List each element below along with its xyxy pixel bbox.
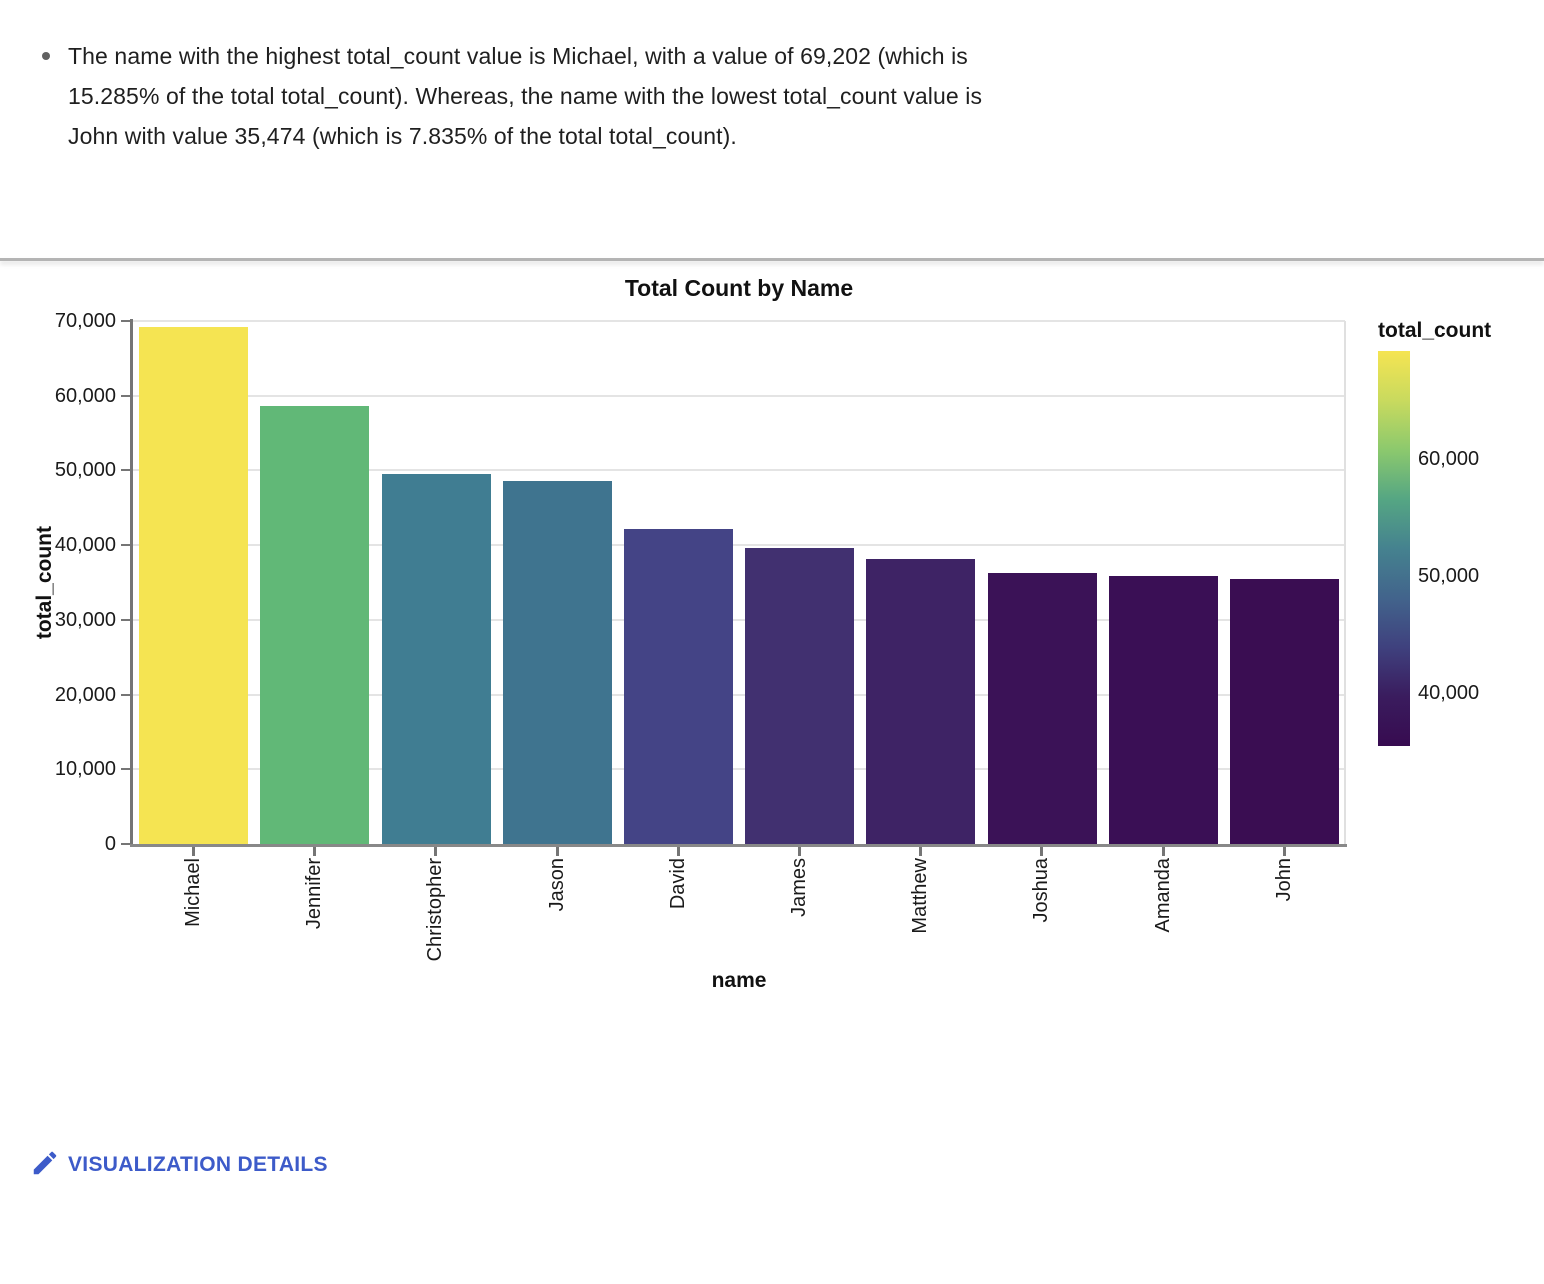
bullet-icon	[42, 52, 50, 60]
legend-tick-label: 60,000	[1418, 447, 1480, 470]
x-tick-mark	[919, 847, 923, 856]
y-tick-mark	[121, 618, 131, 621]
x-tick-mark	[555, 847, 559, 856]
y-tick-label: 10,000	[54, 758, 116, 781]
bar-jason[interactable]	[502, 480, 612, 844]
x-axis-label-cell: James	[739, 847, 860, 917]
x-axis-label-cell: Michael	[133, 847, 254, 927]
bar-david[interactable]	[623, 529, 733, 844]
y-tick-label: 50,000	[54, 459, 116, 482]
gridline	[133, 394, 1345, 397]
x-tick-mark	[192, 847, 195, 856]
chart-title: Total Count by Name	[624, 275, 854, 301]
x-tick-label: James	[788, 858, 810, 917]
x-axis-title: name	[711, 969, 767, 992]
bar-jennifer[interactable]	[260, 406, 370, 844]
x-axis-label-cell: Jennifer	[254, 847, 375, 929]
bar-matthew[interactable]	[866, 558, 976, 844]
x-tick-mark	[434, 847, 438, 856]
insight-text: The name with the highest total_count va…	[68, 43, 983, 149]
x-axis-line	[130, 844, 1347, 847]
gridline	[133, 618, 1345, 621]
y-axis: 0 10,000 20,000 30,000 40,000 50,000 60,000 70,…	[0, 310, 133, 855]
x-tick-label: Jason	[545, 858, 568, 912]
y-tick-mark	[121, 320, 131, 322]
x-axis-label-cell: John	[1224, 847, 1345, 901]
x-tick-mark	[1161, 847, 1165, 856]
pencil-edit-icon-svg	[33, 1151, 57, 1174]
x-tick-label: Amanda	[1151, 858, 1174, 933]
legend-title: total_count	[1378, 319, 1492, 342]
y-tick-label: 20,000	[54, 683, 116, 706]
x-tick-label: Jennifer	[303, 858, 326, 930]
y-tick-label: 60,000	[54, 384, 116, 407]
gridline	[133, 544, 1345, 547]
y-tick-mark	[121, 544, 131, 547]
bar-chart: Total Count by Name total_count 0 10,000 2…	[0, 261, 1544, 1011]
x-tick-label: Michael	[182, 858, 204, 927]
plot-area	[133, 320, 1345, 844]
x-axis-label-cell: Amanda	[1103, 847, 1224, 933]
y-tick-label: 0	[104, 833, 116, 855]
legend-tick-label: 50,000	[1418, 564, 1480, 587]
x-tick-mark	[313, 847, 317, 856]
y-tick-mark	[121, 693, 131, 696]
y-tick-mark	[121, 768, 131, 771]
y-tick-label: 70,000	[54, 310, 116, 332]
x-tick-mark	[676, 847, 680, 856]
gridline	[133, 320, 1345, 322]
bar-joshua[interactable]	[987, 573, 1097, 844]
x-axis: Michael Jennifer Christopher Jason David Jame…	[133, 847, 1345, 987]
gridline	[133, 693, 1345, 696]
plot-right-border	[1344, 321, 1346, 844]
section-divider	[0, 258, 1544, 261]
insight-section: The name with the highest total_count va…	[0, 0, 1544, 227]
visualization-details-link[interactable]: VISUALIZATION DETAILS	[68, 1153, 328, 1176]
footer: VISUALIZATION DETAILS	[30, 1147, 1544, 1183]
pencil-edit-icon	[30, 1148, 60, 1183]
y-tick-mark	[121, 843, 131, 845]
legend-tick-label: 40,000	[1418, 681, 1480, 704]
gridline	[133, 469, 1345, 472]
gridline	[133, 768, 1345, 771]
y-tick-mark	[121, 394, 131, 397]
bar-michael[interactable]	[139, 326, 249, 844]
x-tick-label: John	[1272, 858, 1295, 902]
x-axis-label-cell: Jason	[497, 847, 618, 911]
x-tick-label: Christopher	[424, 858, 447, 962]
x-tick-label: Matthew	[909, 858, 932, 934]
x-tick-mark	[1282, 847, 1286, 856]
bar-christopher[interactable]	[381, 473, 491, 844]
x-tick-label: David	[666, 858, 689, 910]
x-tick-mark	[798, 847, 801, 856]
colorbar-gradient	[1378, 351, 1410, 746]
x-axis-label-cell: David	[618, 847, 739, 909]
x-tick-label: Joshua	[1030, 858, 1053, 923]
bar-amanda[interactable]	[1108, 576, 1218, 844]
bar-john[interactable]	[1229, 578, 1339, 844]
y-tick-label: 30,000	[54, 608, 116, 631]
x-tick-mark	[1040, 847, 1044, 856]
y-tick-mark	[121, 469, 131, 472]
y-tick-label: 40,000	[54, 534, 116, 557]
y-axis-line	[130, 319, 133, 847]
colorbar-legend: total_count 60,000 50,000 40,000	[1378, 319, 1544, 759]
x-axis-label-cell: Joshua	[981, 847, 1102, 923]
bar-james[interactable]	[745, 548, 855, 844]
x-axis-label-cell: Christopher	[375, 847, 496, 961]
x-axis-label-cell: Matthew	[860, 847, 981, 934]
